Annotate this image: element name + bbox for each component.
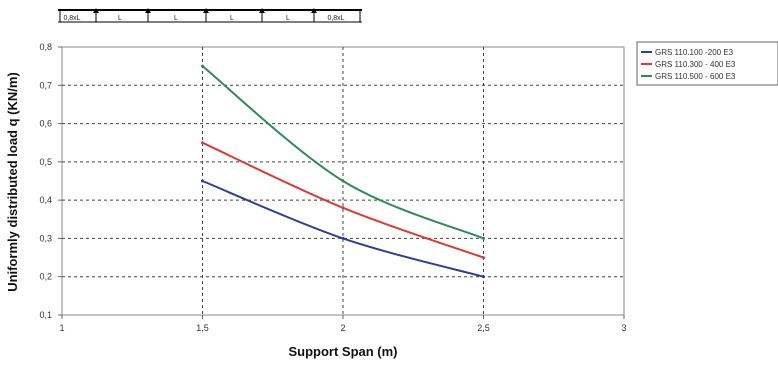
y-tick-label: 0,8 <box>39 42 52 52</box>
x-tick-label: 2 <box>340 323 345 333</box>
span-label: L <box>286 15 290 22</box>
data-point <box>341 206 345 210</box>
data-point <box>482 256 485 260</box>
series-lines <box>201 64 485 279</box>
legend-label: GRS 110.500 - 600 E3 <box>655 72 736 81</box>
legend-box <box>636 41 778 86</box>
y-tick-labels: 0,1 0,2 0,3 0,4 0,5 0,6 0,7 0,8 <box>39 42 62 320</box>
support-arrowhead <box>203 8 209 13</box>
x-tick-label: 1,5 <box>196 323 209 333</box>
y-tick-label: 0,6 <box>39 119 52 129</box>
data-point <box>341 179 345 183</box>
span-label: 0,8xL <box>63 15 80 22</box>
y-tick-label: 0,5 <box>39 157 52 167</box>
x-tick-label: 1 <box>59 323 64 333</box>
support-arrowhead <box>311 8 317 13</box>
span-label: 0,8xL <box>327 15 344 22</box>
legend-label: GRS 110.100 -200 E3 <box>655 48 734 57</box>
y-tick-label: 0,2 <box>39 272 52 282</box>
span-label: L <box>230 15 234 22</box>
y-axis-title: Uniformly distributed load q (KN/m) <box>5 72 20 292</box>
support-span-diagram: 0,8xL L L L L 0,8xL <box>58 8 362 23</box>
support-arrowhead <box>93 8 99 13</box>
data-point <box>482 236 485 240</box>
legend-label: GRS 110.300 - 400 E3 <box>655 60 736 69</box>
legend: GRS 110.100 -200 E3 GRS 110.300 - 400 E3 G… <box>636 41 778 86</box>
y-tick-label: 0,4 <box>39 195 52 205</box>
data-point <box>201 179 204 183</box>
y-tick-label: 0,1 <box>39 310 52 320</box>
data-point <box>482 275 485 279</box>
data-point <box>201 64 204 68</box>
x-tick-labels: 1 1,5 2 2,5 3 <box>59 315 627 333</box>
span-label: L <box>118 15 122 22</box>
support-arrowhead <box>259 8 265 13</box>
x-tick-label: 2,5 <box>477 323 490 333</box>
data-point <box>201 141 204 145</box>
y-tick-label: 0,3 <box>39 233 52 243</box>
x-tick-label: 3 <box>621 323 626 333</box>
x-axis-title: Support Span (m) <box>288 344 397 359</box>
y-tick-label: 0,7 <box>39 80 52 90</box>
data-point <box>341 236 345 240</box>
support-arrowhead <box>145 8 151 13</box>
span-label: L <box>174 15 178 22</box>
